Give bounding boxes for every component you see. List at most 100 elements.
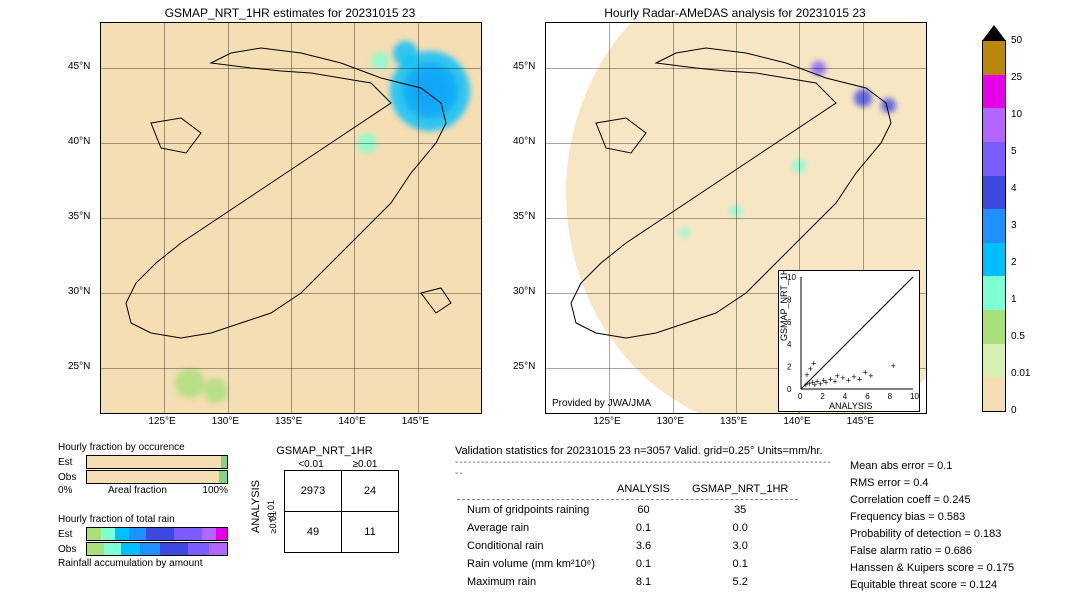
svg-text:8: 8 — [888, 392, 893, 401]
lat-tick: 25°N — [513, 361, 535, 372]
lat-tick: 45°N — [513, 61, 535, 72]
scatter-svg: 00224466881010+++++++++++++++++++++ANALY… — [779, 271, 919, 411]
total-rain-panel: Hourly fraction of total rain Est Obs Rai… — [58, 512, 228, 571]
svg-text:6: 6 — [865, 392, 870, 401]
colorbar-over-arrow — [982, 25, 1006, 41]
gridline-lat — [101, 68, 481, 69]
colorbar-tick: 4 — [1011, 183, 1017, 194]
svg-text:0: 0 — [798, 392, 803, 401]
occurrence-row-label: Obs — [58, 472, 86, 483]
lon-tick: 135°E — [275, 416, 302, 427]
contingency-table: 2973 24 49 11 — [284, 470, 399, 553]
scatter-inset: 00224466881010+++++++++++++++++++++ANALY… — [778, 270, 920, 412]
occurrence-panel: Hourly fraction by occurence Est Obs 0% A… — [58, 440, 228, 496]
validation-header: Validation statistics for 20231015 23 n=… — [455, 445, 835, 457]
colorbar-tick: 50 — [1011, 35, 1022, 46]
score-stats: Mean abs error = 0.1RMS error = 0.4Corre… — [850, 458, 1014, 594]
score-stat: Probability of detection = 0.183 — [850, 526, 1014, 543]
colorbar-tick: 0 — [1011, 405, 1017, 416]
colorbar-tick: 10 — [1011, 109, 1022, 120]
lon-tick: 145°E — [847, 416, 874, 427]
lat-tick: 35°N — [513, 211, 535, 222]
score-stat: Hanssen & Kuipers score = 0.175 — [850, 560, 1014, 577]
occurrence-row: Est — [58, 455, 228, 469]
svg-text:GSMAP_NRT_1HR: GSMAP_NRT_1HR — [779, 271, 789, 341]
occ-x-right: 100% — [202, 485, 228, 496]
gridline-lat — [546, 143, 926, 144]
colorbar-segment — [983, 176, 1005, 210]
score-stat: RMS error = 0.4 — [850, 475, 1014, 492]
colorbar-segment — [983, 377, 1005, 411]
colorbar-segment — [983, 108, 1005, 142]
ct-row-header: ANALYSIS — [250, 480, 262, 533]
ct-col-header: GSMAP_NRT_1HR — [250, 445, 399, 457]
colorbar: 00.010.512345102550 — [982, 40, 1006, 412]
total-rain-row: Obs — [58, 542, 228, 556]
ct-col1: ≥0.01 — [338, 459, 392, 470]
total-rain-footer: Rainfall accumulation by amount — [58, 558, 228, 569]
lat-tick: 35°N — [68, 211, 90, 222]
score-stat: Equitable threat score = 0.124 — [850, 577, 1014, 594]
validation-row: Maximum rain8.15.2 — [457, 574, 798, 590]
colorbar-tick: 2 — [1011, 257, 1017, 268]
occurrence-row-label: Est — [58, 457, 86, 468]
total-rain-title: Hourly fraction of total rain — [58, 514, 228, 525]
occ-x-left: 0% — [58, 485, 72, 496]
colorbar-tick: 25 — [1011, 72, 1022, 83]
colorbar-segment — [983, 310, 1005, 344]
svg-text:+: + — [868, 371, 873, 381]
svg-text:+: + — [857, 374, 862, 384]
lon-tick: 140°E — [338, 416, 365, 427]
svg-text:2: 2 — [820, 392, 825, 401]
occurrence-bars: Est Obs — [58, 455, 228, 484]
validation-row: Average rain0.10.0 — [457, 520, 798, 536]
occ-x-label: Areal fraction — [108, 485, 167, 496]
colorbar-tick: 1 — [1011, 294, 1017, 305]
lon-tick: 130°E — [212, 416, 239, 427]
svg-text:2: 2 — [787, 363, 792, 372]
svg-text:+: + — [846, 375, 851, 385]
lon-tick: 135°E — [720, 416, 747, 427]
lat-tick: 40°N — [68, 136, 90, 147]
left-map-title: GSMAP_NRT_1HR estimates for 20231015 23 — [100, 6, 480, 20]
total-rain-row-label: Obs — [58, 544, 86, 555]
svg-text:+: + — [811, 359, 816, 369]
lon-tick: 130°E — [657, 416, 684, 427]
occurrence-row: Obs — [58, 470, 228, 484]
lat-tick: 30°N — [68, 286, 90, 297]
svg-text:4: 4 — [843, 392, 848, 401]
lat-tick: 25°N — [68, 361, 90, 372]
gridline-lat — [101, 368, 481, 369]
lon-tick: 145°E — [402, 416, 429, 427]
validation-row: Num of gridpoints raining6035 — [457, 502, 798, 518]
svg-text:0: 0 — [787, 385, 792, 394]
lon-tick: 140°E — [783, 416, 810, 427]
occurrence-title: Hourly fraction by occurence — [58, 442, 228, 453]
gridline-lat — [101, 293, 481, 294]
svg-text:+: + — [840, 373, 845, 383]
lat-tick: 45°N — [68, 61, 90, 72]
svg-text:+: + — [891, 361, 896, 371]
colorbar-segment — [983, 344, 1005, 378]
score-stat: Correlation coeff = 0.245 — [850, 492, 1014, 509]
contingency-panel: GSMAP_NRT_1HR ANALYSIS <0.01 ≥0.01 <0.01… — [250, 445, 399, 553]
provided-by-label: Provided by JWA/JMA — [552, 398, 651, 409]
svg-text:ANALYSIS: ANALYSIS — [829, 401, 872, 411]
validation-col-header: GSMAP_NRT_1HR — [682, 481, 798, 497]
colorbar-segment — [983, 75, 1005, 109]
right-map-title: Hourly Radar-AMeDAS analysis for 2023101… — [545, 6, 925, 20]
total-rain-bar — [86, 527, 228, 541]
svg-text:10: 10 — [910, 392, 919, 401]
validation-panel: Validation statistics for 20231015 23 n=… — [455, 445, 835, 592]
score-stat: False alarm ratio = 0.686 — [850, 543, 1014, 560]
ct-10: 49 — [285, 512, 342, 553]
left-map — [100, 22, 482, 414]
colorbar-segment — [983, 142, 1005, 176]
svg-text:+: + — [851, 372, 856, 382]
gridline-lat — [101, 218, 481, 219]
validation-rule: ----------------------------------------… — [455, 457, 835, 479]
gridline-lat — [546, 218, 926, 219]
ct-01: 24 — [342, 471, 399, 512]
validation-col-header — [457, 481, 605, 497]
total-rain-row-label: Est — [58, 529, 86, 540]
